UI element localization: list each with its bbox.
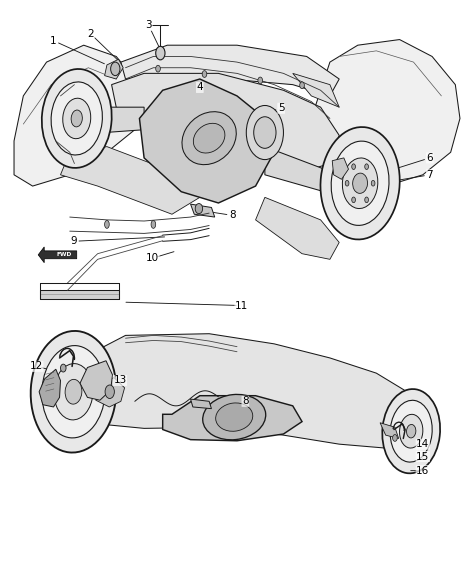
Text: 13: 13 (113, 375, 127, 385)
Polygon shape (14, 45, 144, 186)
Ellipse shape (400, 415, 423, 448)
Ellipse shape (320, 127, 400, 239)
Ellipse shape (371, 181, 375, 186)
Text: 2: 2 (87, 29, 94, 39)
Ellipse shape (65, 380, 82, 404)
Text: 14: 14 (416, 439, 429, 449)
Polygon shape (111, 74, 339, 175)
Text: 5: 5 (278, 104, 284, 113)
Text: 15: 15 (416, 451, 429, 462)
Polygon shape (255, 197, 339, 259)
Ellipse shape (63, 98, 91, 139)
Polygon shape (96, 378, 125, 407)
Ellipse shape (193, 123, 225, 153)
Ellipse shape (390, 400, 432, 462)
Polygon shape (293, 74, 339, 107)
Polygon shape (121, 45, 339, 96)
Ellipse shape (345, 181, 349, 186)
Text: 10: 10 (146, 253, 159, 263)
Ellipse shape (155, 47, 165, 60)
Text: 11: 11 (235, 301, 248, 311)
Ellipse shape (352, 164, 356, 170)
Ellipse shape (42, 346, 105, 438)
Ellipse shape (42, 69, 112, 168)
Text: 3: 3 (146, 21, 152, 30)
Polygon shape (61, 147, 200, 214)
Text: 1: 1 (50, 36, 57, 45)
Ellipse shape (258, 77, 263, 84)
Ellipse shape (195, 204, 202, 214)
Text: 8: 8 (229, 210, 236, 220)
Ellipse shape (105, 220, 109, 228)
Ellipse shape (51, 82, 102, 155)
Polygon shape (40, 290, 118, 299)
Ellipse shape (54, 363, 93, 420)
Ellipse shape (382, 389, 440, 473)
Ellipse shape (31, 331, 116, 453)
Polygon shape (38, 247, 77, 263)
Text: 16: 16 (416, 466, 429, 476)
Ellipse shape (61, 364, 66, 372)
Ellipse shape (300, 82, 304, 89)
Polygon shape (265, 147, 344, 197)
Text: 4: 4 (197, 82, 203, 93)
Ellipse shape (365, 164, 368, 170)
Ellipse shape (202, 71, 207, 78)
Text: 12: 12 (30, 362, 43, 371)
Polygon shape (79, 334, 432, 448)
Ellipse shape (365, 197, 368, 202)
Ellipse shape (407, 424, 416, 438)
Polygon shape (163, 396, 302, 441)
Ellipse shape (352, 197, 356, 202)
Ellipse shape (151, 220, 155, 228)
Ellipse shape (246, 105, 283, 160)
Text: FWD: FWD (56, 252, 72, 258)
Polygon shape (380, 423, 399, 439)
Ellipse shape (254, 117, 276, 148)
Polygon shape (105, 59, 123, 79)
Ellipse shape (182, 112, 236, 164)
Polygon shape (39, 369, 61, 407)
Polygon shape (332, 158, 348, 179)
Ellipse shape (155, 66, 160, 72)
Polygon shape (139, 79, 274, 203)
Ellipse shape (203, 394, 266, 440)
Ellipse shape (353, 173, 367, 193)
Ellipse shape (110, 62, 120, 76)
Text: 8: 8 (242, 396, 249, 407)
Text: 6: 6 (427, 153, 433, 163)
Ellipse shape (331, 141, 389, 225)
Ellipse shape (71, 110, 82, 127)
Text: 7: 7 (427, 170, 433, 180)
Polygon shape (311, 40, 460, 186)
Ellipse shape (216, 403, 253, 431)
Polygon shape (191, 204, 215, 217)
Ellipse shape (342, 158, 378, 209)
Polygon shape (80, 361, 112, 400)
Polygon shape (191, 399, 211, 409)
Ellipse shape (105, 385, 114, 398)
Text: 9: 9 (70, 236, 77, 246)
Polygon shape (65, 107, 144, 135)
Ellipse shape (392, 435, 397, 442)
